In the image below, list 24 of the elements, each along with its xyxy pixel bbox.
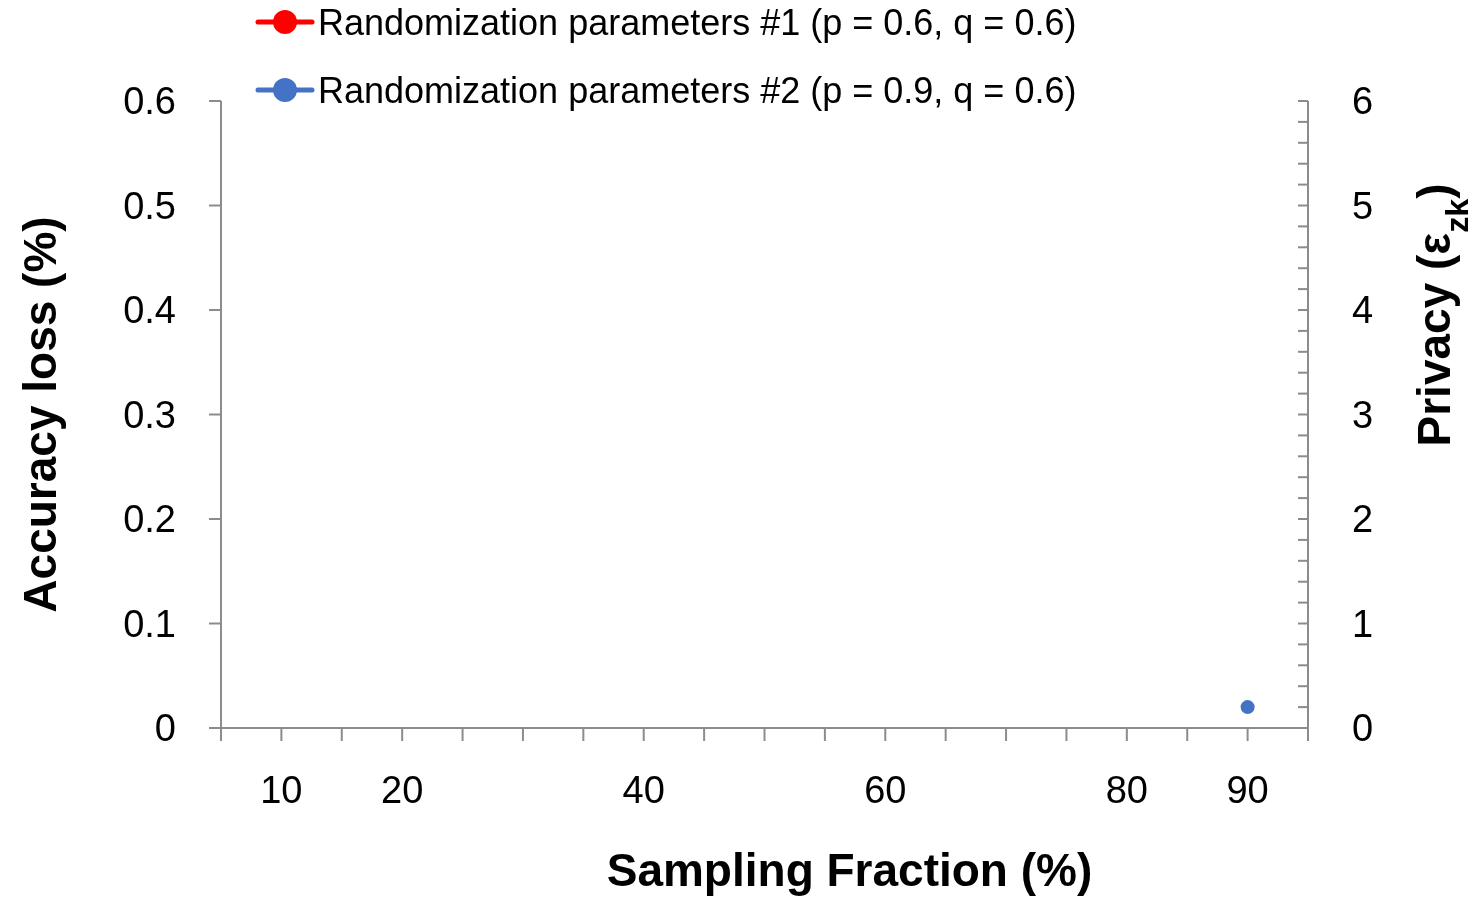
y-tick-label: 0 bbox=[154, 707, 176, 750]
legend-label: Randomization parameters #1 (p = 0.6, q = 0.6) bbox=[318, 2, 1077, 43]
y-tick-label: 0.5 bbox=[123, 184, 176, 227]
y-tick-label: 0.6 bbox=[123, 80, 176, 123]
y-axis-title: Accuracy loss (%) bbox=[14, 216, 66, 613]
y2-tick-label: 6 bbox=[1352, 80, 1374, 123]
y-tick-label: 0.2 bbox=[123, 498, 176, 541]
x-tick-label: 90 bbox=[1226, 769, 1269, 811]
y2-tick-label: 0 bbox=[1352, 707, 1374, 750]
y-tick-label: 0.3 bbox=[123, 393, 176, 436]
x-tick-label: 20 bbox=[381, 769, 424, 811]
x-tick-label: 60 bbox=[864, 769, 907, 811]
y2-tick-label: 2 bbox=[1352, 498, 1374, 541]
x-tick-label: 80 bbox=[1105, 769, 1148, 811]
y-tick-label: 0.4 bbox=[123, 289, 176, 332]
y2-tick-label: 5 bbox=[1352, 184, 1374, 227]
x-axis-title: Sampling Fraction (%) bbox=[606, 844, 1093, 896]
y2-tick-label: 1 bbox=[1352, 602, 1374, 645]
x-tick-label: 40 bbox=[622, 769, 665, 811]
y-tick-label: 0.1 bbox=[123, 602, 176, 645]
y2-tick-label: 3 bbox=[1352, 393, 1374, 436]
y2-tick-label: 4 bbox=[1352, 289, 1374, 332]
x-tick-label: 10 bbox=[260, 769, 303, 811]
legend-label: Randomization parameters #2 (p = 0.9, q = 0.6) bbox=[318, 70, 1077, 111]
